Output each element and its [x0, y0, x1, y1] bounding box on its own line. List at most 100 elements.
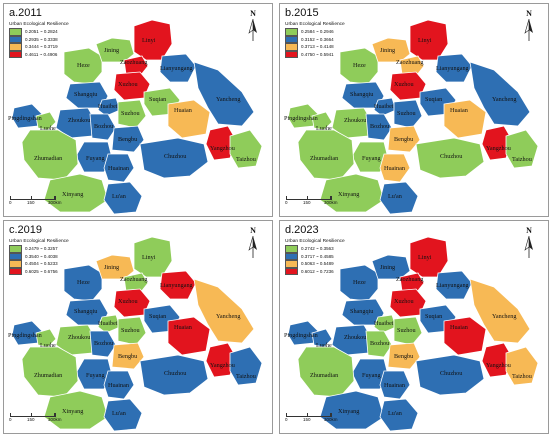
- region-heze: [63, 47, 103, 85]
- city-label: Zhumadian: [310, 372, 338, 379]
- legend-label: 0.6025 ~ 0.6756: [25, 268, 58, 274]
- arrow-icon: [248, 18, 257, 41]
- city-label: Huainan: [384, 165, 405, 172]
- legend: Urban Ecological Resilience 0.2584 ~ 0.29…: [285, 22, 345, 58]
- legend-label: 0.3152 ~ 0.3664: [301, 36, 334, 42]
- city-label: Bozhou: [370, 340, 389, 347]
- city-label: Shangqiu: [74, 308, 97, 315]
- scale-tick: [330, 413, 331, 416]
- city-label: Zaozhuang: [396, 276, 424, 283]
- scale-bar: 0 150 300km: [9, 196, 62, 210]
- region-zaozhuang: [399, 272, 425, 294]
- region-yangzhou: [205, 342, 237, 378]
- city-label: Linyi: [142, 37, 156, 44]
- region-huainan: [103, 153, 135, 183]
- region-huaibei: [97, 97, 121, 117]
- region-xinyang: [43, 173, 109, 213]
- region-bengbu: [111, 342, 145, 370]
- city-label: Zhoukou: [68, 334, 90, 341]
- region-huaian: [443, 99, 487, 139]
- region-zaozhuang: [123, 55, 149, 77]
- city-label: Heze: [77, 279, 90, 286]
- city-label: Zhumadian: [34, 372, 62, 379]
- legend-label: 0.2479 ~ 0.3257: [25, 246, 58, 252]
- legend-swatch: [9, 50, 22, 58]
- region-suzhou: [393, 99, 423, 129]
- city-label: Zhoukou: [68, 117, 90, 124]
- city-label: Suqian: [149, 96, 166, 103]
- legend-item: 0.3713 ~ 0.4148: [285, 43, 345, 51]
- choropleth-map: Heze Jining Linyi Zaozhuang Lianyungang Xuzho…: [284, 19, 539, 215]
- scale-label: 0: [9, 417, 12, 422]
- legend-swatch: [285, 50, 298, 58]
- city-label: Xuzhou: [394, 298, 414, 305]
- scale-tick: [286, 196, 287, 199]
- region-chuzhou: [415, 137, 485, 179]
- legend-swatch: [285, 28, 298, 36]
- region-linyi: [409, 19, 449, 61]
- legend-swatch: [9, 260, 22, 268]
- choropleth-map: Heze Jining Linyi Zaozhuang Lianyungang Xuzho…: [284, 236, 539, 432]
- legend-label: 0.3444 ~ 0.3719: [25, 44, 58, 50]
- scale-tick: [307, 413, 308, 416]
- scale-label: 300km: [48, 200, 62, 205]
- city-label: Yancheng: [492, 313, 516, 320]
- region-luohe: [311, 328, 333, 348]
- scale-label: 0: [285, 417, 288, 422]
- map-panel: Heze Jining Linyi Zaozhuang Lianyungang Xuzho…: [279, 3, 549, 217]
- city-label: Bozhou: [94, 340, 113, 347]
- city-label: Fuyang: [86, 372, 105, 379]
- legend: Urban Ecological Resilience 0.2742 ~ 0.35…: [285, 239, 345, 275]
- scale-tick: [307, 196, 308, 199]
- legend-item: 0.4750 ~ 0.5941: [285, 50, 345, 58]
- city-label: Huainan: [108, 382, 129, 389]
- city-label: Huainan: [384, 382, 405, 389]
- north-label: N: [526, 226, 532, 235]
- city-label: Huaibei: [374, 103, 394, 110]
- city-label: Suqian: [425, 96, 442, 103]
- scale-label: 300km: [324, 200, 338, 205]
- city-label: Heze: [353, 62, 366, 69]
- city-label: Lu'an: [388, 410, 402, 417]
- city-label: Jining: [104, 47, 119, 54]
- city-label: Xuzhou: [394, 81, 414, 88]
- region-lianyungang: [435, 53, 473, 83]
- scale-bar: 0 150 300km: [285, 413, 338, 427]
- region-luohe: [35, 328, 57, 348]
- region-xinyang: [319, 173, 385, 213]
- scale-label: 0: [285, 200, 288, 205]
- region-yancheng: [469, 278, 531, 344]
- region-taizhou: [505, 129, 539, 169]
- panel-title: b.2015: [285, 7, 319, 19]
- city-label: Luohe: [40, 342, 56, 349]
- region-huainan: [379, 153, 411, 183]
- region-bozhou: [89, 113, 117, 141]
- city-label: Huaian: [174, 107, 192, 114]
- region-taizhou: [229, 129, 263, 169]
- city-label: Xinyang: [338, 408, 359, 415]
- city-label: Suzhou: [121, 327, 140, 334]
- city-label: Chuzhou: [164, 370, 186, 377]
- region-chuzhou: [415, 354, 485, 396]
- region-huaian: [167, 99, 211, 139]
- city-label: Lianyungang: [436, 65, 469, 72]
- city-label: Chuzhou: [440, 153, 462, 160]
- legend-item: 0.5063 ~ 0.5489: [285, 260, 345, 268]
- region-yancheng: [469, 61, 531, 127]
- scale-tick: [330, 196, 331, 199]
- legend-label: 0.4611 ~ 0.4906: [25, 51, 58, 57]
- city-label: Huaian: [450, 324, 468, 331]
- city-label: Bengbu: [118, 353, 137, 360]
- city-label: Taizhou: [512, 373, 532, 380]
- region-yangzhou: [205, 125, 237, 161]
- legend-label: 0.2742 ~ 0.3563: [301, 246, 334, 252]
- city-label: Chuzhou: [440, 370, 462, 377]
- region-bozhou: [365, 330, 393, 358]
- legend-label: 0.3717 ~ 0.4585: [301, 253, 334, 259]
- city-label: Yancheng: [492, 96, 516, 103]
- city-label: Zaozhuang: [120, 276, 148, 283]
- city-label: Luohe: [316, 125, 332, 132]
- region-luan: [103, 181, 143, 215]
- city-label: Huaibei: [98, 320, 118, 327]
- legend-title: Urban Ecological Resilience: [285, 22, 345, 27]
